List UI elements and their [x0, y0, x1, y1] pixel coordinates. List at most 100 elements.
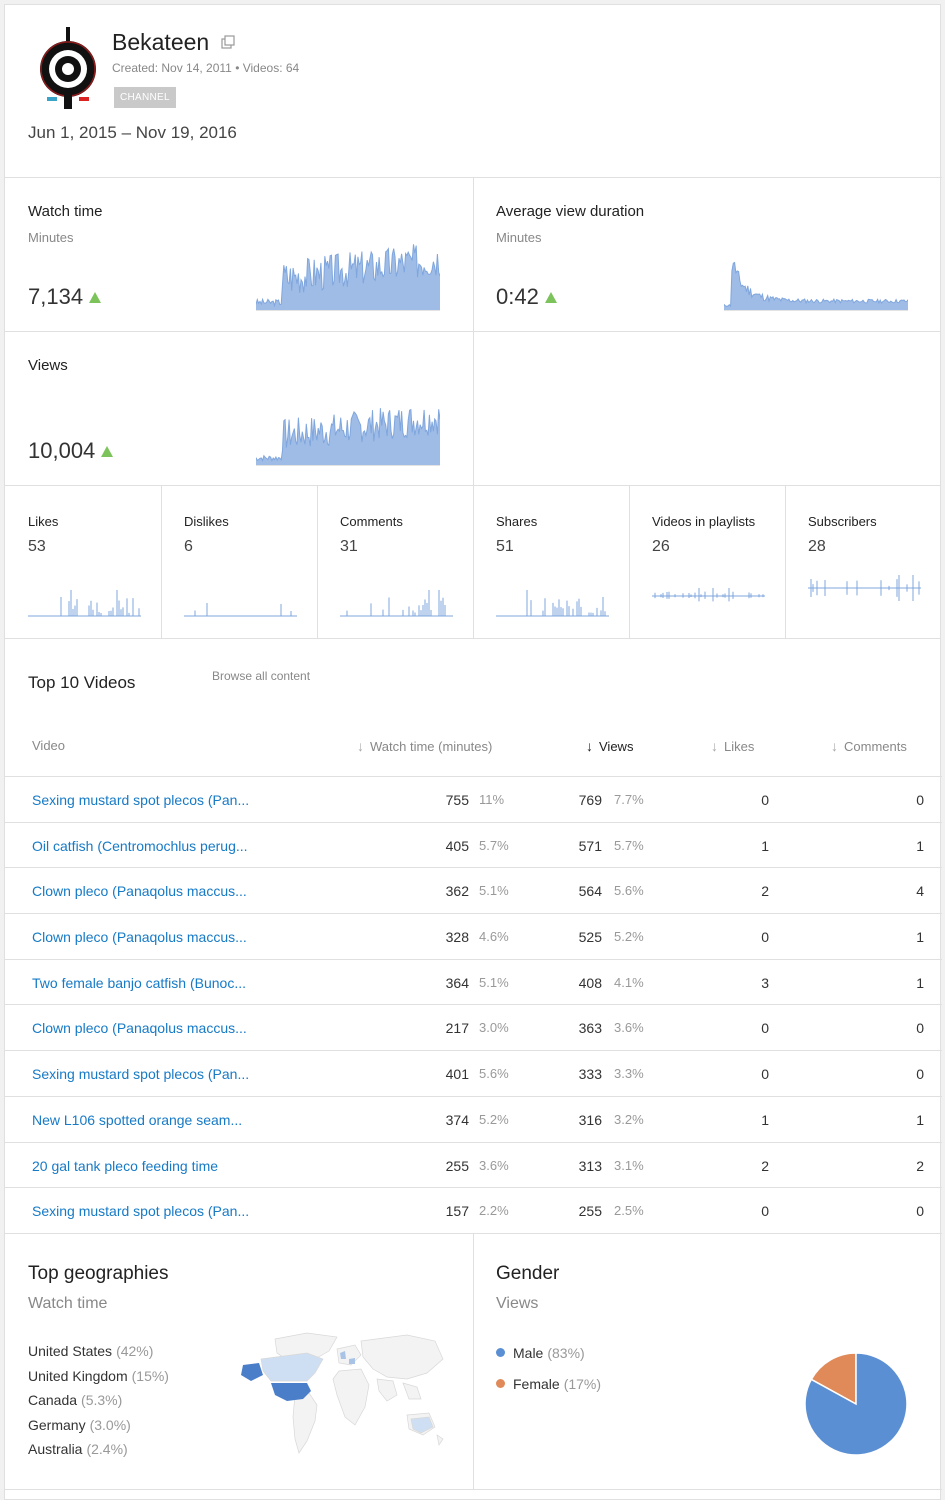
likes-value: 53 [28, 538, 46, 555]
subscribers-card[interactable]: Subscribers 28 [785, 486, 941, 639]
views-percent: 4.1% [614, 974, 644, 990]
watch-time-percent: 5.6% [479, 1066, 509, 1082]
pie-slice-male[interactable] [804, 1352, 908, 1456]
empty-card [473, 332, 941, 486]
world-map[interactable] [237, 1329, 453, 1467]
channel-header: Bekateen Created: Nov 14, 2011 • Videos:… [5, 5, 942, 178]
likes-value: 0 [761, 792, 769, 808]
pie-slice-female[interactable] [810, 1352, 857, 1406]
up-triangle-icon [89, 292, 102, 303]
views-percent: 7.7% [614, 792, 644, 807]
video-title-link[interactable]: 20 gal tank pleco feeding time [32, 1157, 219, 1174]
watch-time-percent: 4.6% [479, 929, 509, 945]
dislikes-value: 6 [184, 538, 193, 555]
table-row[interactable]: Sexing mustard spot plecos (Pan... 401 5.6… [5, 1051, 942, 1097]
watch-time-value: 755 [445, 792, 469, 808]
legend-female: Female (17%) [496, 1376, 601, 1392]
watch-time-percent: 5.1% [479, 883, 509, 899]
channel-logo [40, 27, 96, 109]
avg-view-duration-title: Average view duration [496, 203, 645, 220]
sort-arrow-icon: ↓ [357, 738, 364, 754]
column-header-likes[interactable]: ↓ Likes [711, 738, 755, 754]
comments-value: 1 [916, 837, 924, 854]
table-row[interactable]: Clown pleco (Panaqolus maccus... 217 3.0% 3… [5, 1005, 942, 1052]
views-card[interactable]: Views 10,004 [5, 332, 473, 486]
views-percent: 2.5% [614, 1203, 644, 1219]
divider [629, 486, 630, 639]
watch-time-value: 7,134 [28, 284, 102, 310]
table-row[interactable]: Sexing mustard spot plecos (Pan... 755 11%… [5, 777, 942, 823]
likes-value: 0 [761, 1066, 769, 1083]
gender-pie-chart[interactable] [803, 1351, 909, 1457]
watch-time-percent: 2.2% [479, 1203, 509, 1219]
views-value: 333 [578, 1066, 602, 1083]
column-header-watch-time[interactable]: ↓ Watch time (minutes) [357, 738, 493, 754]
video-title-link[interactable]: Two female banjo catfish (Bunoc... [32, 974, 246, 991]
table-row[interactable]: New L106 spotted orange seam... 374 5.2% 31… [5, 1097, 942, 1143]
video-title-link[interactable]: Sexing mustard spot plecos (Pan... [32, 1203, 250, 1220]
watch-time-percent: 11% [479, 792, 505, 807]
likes-value: 1 [761, 837, 769, 854]
divider [161, 486, 162, 639]
top-geographies-panel: Top geographies Watch time United States… [5, 1233, 473, 1489]
video-title-link[interactable]: Clown pleco (Panaqolus maccus... [32, 1020, 247, 1037]
watch-time-sparkline [256, 244, 440, 311]
shares-card[interactable]: Shares 51 [473, 486, 629, 639]
dislikes-sparkline [184, 602, 297, 617]
views-value: 313 [578, 1157, 602, 1174]
comments-card[interactable]: Comments 31 [317, 486, 473, 639]
video-title-link[interactable]: Sexing mustard spot plecos (Pan... [32, 792, 250, 808]
subscribers-value: 28 [808, 538, 826, 555]
sort-arrow-icon: ↓ [711, 738, 718, 754]
external-link-icon[interactable] [221, 35, 235, 49]
table-row[interactable]: Two female banjo catfish (Bunoc... 364 5.1… [5, 960, 942, 1006]
likes-card[interactable]: Likes 53 [5, 486, 161, 639]
video-title-link[interactable]: New L106 spotted orange seam... [32, 1111, 243, 1128]
table-row[interactable]: Clown pleco (Panaqolus maccus... 362 5.1% 5… [5, 868, 942, 915]
views-value: 769 [578, 792, 602, 808]
comments-value: 31 [340, 538, 358, 555]
watch-time-title: Watch time [28, 203, 103, 220]
watch-time-percent: 3.6% [479, 1157, 509, 1173]
watch-time-card[interactable]: Watch time Minutes 7,134 [5, 178, 473, 332]
sort-arrow-icon: ↓ [586, 738, 593, 754]
video-title-link[interactable]: Sexing mustard spot plecos (Pan... [32, 1066, 250, 1083]
table-row[interactable]: Clown pleco (Panaqolus maccus... 328 4.6% 5… [5, 914, 942, 960]
column-header-views[interactable]: ↓ Views [586, 738, 634, 754]
browse-all-content-link[interactable]: Browse all content [212, 669, 311, 683]
avg-view-duration-card[interactable]: Average view duration Minutes 0:42 [473, 178, 941, 332]
comments-value: 1 [916, 1111, 924, 1128]
shares-sparkline [496, 590, 609, 617]
up-triangle-icon [101, 446, 114, 457]
table-row[interactable]: 20 gal tank pleco feeding time 255 3.6% 313… [5, 1143, 942, 1189]
comments-value: 0 [916, 1020, 924, 1037]
views-percent: 3.1% [614, 1157, 644, 1173]
top-geographies-metric[interactable]: Watch time [28, 1295, 108, 1312]
likes-value: 3 [761, 974, 769, 991]
comments-value: 4 [916, 883, 924, 900]
watch-time-value: 374 [445, 1111, 469, 1128]
watch-time-percent: 5.1% [479, 974, 509, 990]
avg-view-duration-sparkline [724, 261, 908, 311]
watch-time-percent: 5.2% [479, 1111, 509, 1127]
column-header-comments[interactable]: ↓ Comments [831, 738, 907, 754]
comments-value: 0 [916, 1066, 924, 1083]
male-dot [496, 1348, 505, 1357]
dislikes-card[interactable]: Dislikes 6 [161, 486, 317, 639]
shares-value: 51 [496, 538, 514, 555]
geography-list: United States (42%) United Kingdom (15%) C… [28, 1343, 169, 1466]
table-row[interactable]: Sexing mustard spot plecos (Pan... 157 2.2… [5, 1188, 942, 1234]
watch-time-percent: 3.0% [479, 1020, 509, 1036]
date-range[interactable]: Jun 1, 2015 – Nov 19, 2016 [28, 123, 237, 142]
channel-name[interactable]: Bekateen [112, 29, 210, 55]
video-title-link[interactable]: Oil catfish (Centromochlus perug... [32, 837, 248, 854]
table-row[interactable]: Oil catfish (Centromochlus perug... 405 5.… [5, 823, 942, 869]
video-title-link[interactable]: Clown pleco (Panaqolus maccus... [32, 883, 247, 900]
likes-sparkline [28, 590, 141, 617]
videos-in-playlists-card[interactable]: Videos in playlists 26 [629, 486, 785, 639]
comments-value: 1 [916, 974, 924, 991]
comments-value: 2 [916, 1157, 924, 1174]
gender-metric[interactable]: Views [496, 1295, 539, 1312]
divider [473, 486, 474, 639]
video-title-link[interactable]: Clown pleco (Panaqolus maccus... [32, 929, 247, 946]
